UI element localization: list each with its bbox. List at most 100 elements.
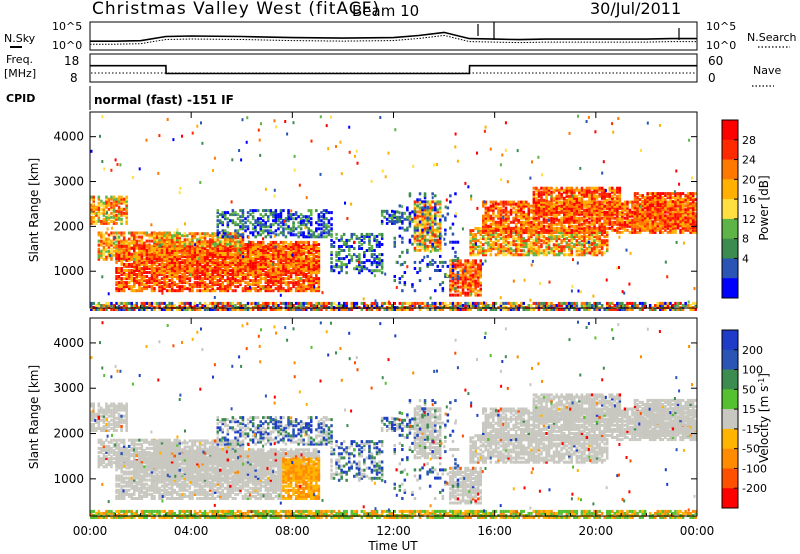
power-cell [272, 211, 275, 215]
power-cell [148, 239, 151, 243]
power-cell [570, 247, 573, 251]
power-cell [315, 262, 318, 266]
power-cell [499, 216, 503, 220]
power-cell [471, 273, 475, 277]
power-cell [557, 228, 561, 232]
power-cell [246, 289, 250, 293]
power-cell [606, 239, 609, 243]
power-cell [120, 207, 123, 211]
power-cell [254, 247, 257, 250]
power-cell [342, 240, 346, 244]
power-cell [122, 233, 126, 237]
power-cell [251, 233, 255, 237]
power-cell [219, 277, 222, 281]
power-cell [305, 250, 308, 254]
power-cell [289, 246, 293, 250]
power-cell [570, 216, 573, 220]
power-cell [426, 248, 429, 252]
power-cell [198, 275, 202, 278]
power-cell [292, 255, 295, 259]
power-cell [482, 243, 485, 247]
power-cell [198, 247, 202, 250]
power-cell [532, 228, 536, 232]
power-cell [449, 275, 452, 279]
power-cell [145, 244, 149, 248]
power-cell [310, 211, 313, 215]
power-cell [494, 243, 498, 247]
power-cell [170, 261, 174, 265]
power-cell [122, 244, 126, 248]
power-cell [231, 289, 235, 293]
power-cell [532, 214, 536, 218]
power-cell [231, 209, 235, 213]
power-cell [120, 231, 123, 235]
power-cell [590, 235, 594, 239]
power-cell [466, 283, 470, 287]
power-cell [143, 283, 146, 287]
power-cell [502, 253, 505, 257]
power-cell [150, 289, 154, 293]
power-cell [317, 271, 321, 274]
power-cell [264, 285, 267, 289]
power-cell [461, 289, 465, 293]
power-cell [487, 210, 490, 214]
power-cell [183, 244, 187, 248]
power-cell [206, 259, 209, 263]
power-cell [330, 211, 333, 215]
power-cell [198, 267, 202, 271]
power-cell [330, 217, 333, 221]
power-cell [299, 285, 303, 289]
power-cell [307, 283, 310, 287]
power-cell [127, 262, 131, 266]
power-cell [525, 212, 528, 216]
power-cell [517, 200, 520, 204]
power-cell [163, 273, 166, 276]
power-cell [598, 212, 601, 216]
power-cell [497, 251, 500, 255]
power-cell [150, 264, 154, 268]
power-cell [120, 289, 123, 293]
power-cell [585, 218, 589, 222]
power-cell [428, 230, 432, 234]
power-cell [279, 279, 283, 283]
power-cell [269, 261, 273, 265]
power-cell [272, 251, 275, 254]
power-cell [203, 240, 207, 244]
power-cell [170, 247, 174, 250]
power-cell [583, 230, 586, 234]
power-cell [504, 241, 508, 245]
power-cell [282, 233, 285, 237]
power-cell [254, 209, 257, 213]
power-cell [274, 277, 278, 281]
power-cell [279, 273, 283, 276]
power-cell [325, 223, 328, 227]
power-cell [542, 237, 546, 241]
power-cell [176, 265, 179, 269]
power-cell [102, 207, 106, 211]
power-cell [565, 228, 568, 232]
power-cell [262, 223, 265, 227]
power-cell [497, 212, 500, 216]
power-cell [413, 236, 417, 240]
power-cell [267, 261, 270, 265]
power-cell [484, 251, 487, 255]
power-cell [378, 243, 381, 246]
power-cell [211, 283, 214, 287]
power-cell [236, 263, 240, 267]
power-cell [312, 248, 316, 252]
power-cell [292, 233, 295, 237]
power-cell [517, 228, 520, 232]
power-cell [158, 238, 161, 242]
power-cell [469, 287, 472, 291]
power-cell [520, 226, 523, 230]
power-cell [360, 247, 364, 250]
power-cell [201, 232, 204, 236]
power-cell [173, 231, 176, 235]
power-cell [530, 233, 533, 237]
power-cell [449, 271, 452, 275]
power-cell [226, 221, 230, 225]
power-cell [315, 281, 318, 285]
power-cell [578, 226, 581, 230]
power-cell [198, 250, 202, 254]
power-cell [282, 265, 285, 269]
